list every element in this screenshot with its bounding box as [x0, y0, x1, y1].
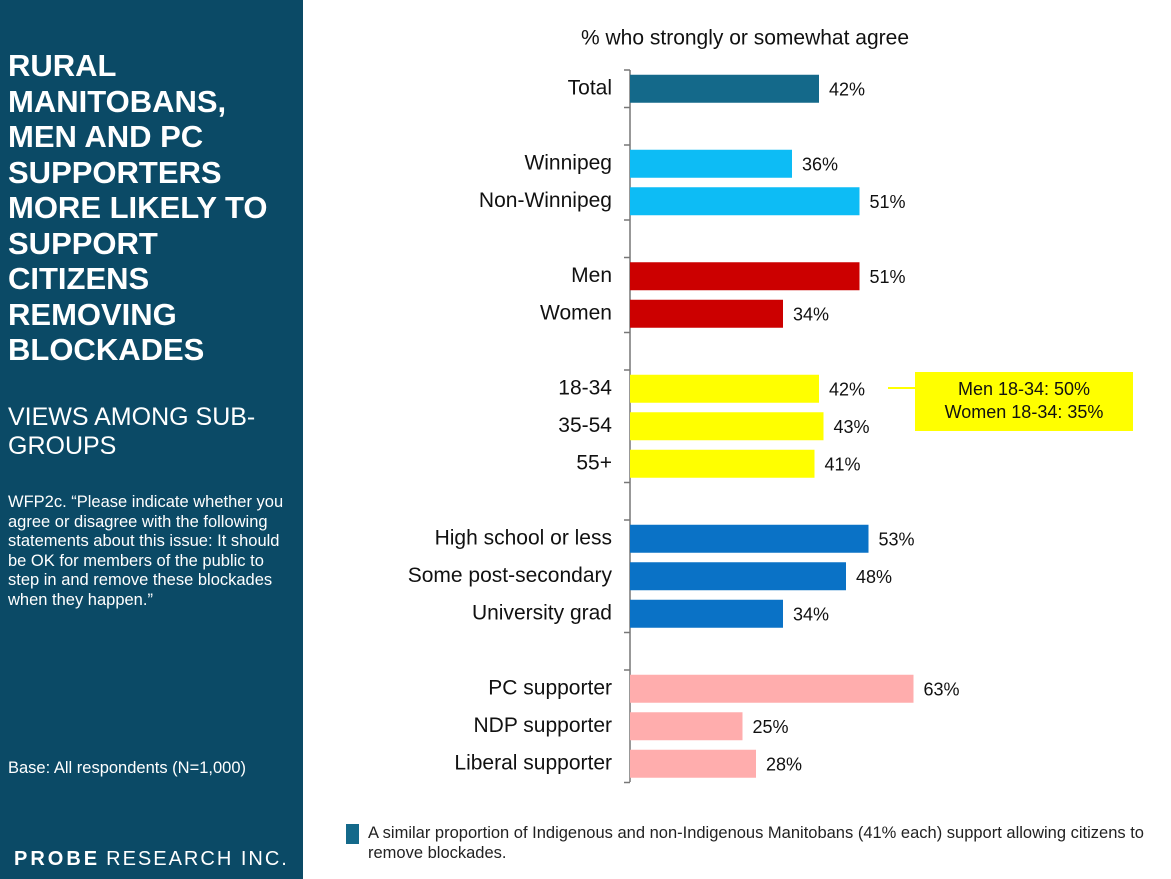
value-label: 42% — [829, 380, 865, 400]
bar — [630, 599, 783, 628]
value-label: 63% — [924, 680, 960, 700]
value-label: 53% — [879, 530, 915, 550]
category-label: Total — [568, 76, 612, 99]
bar — [630, 299, 783, 328]
bar — [630, 562, 846, 591]
value-label: 25% — [753, 717, 789, 737]
bar — [630, 412, 824, 441]
bar — [630, 749, 756, 778]
value-label: 48% — [856, 567, 892, 587]
slide-title: RURAL MANITOBANS, MEN AND PC SUPPORTERS … — [8, 48, 268, 367]
logo: PROBE RESEARCH INC. — [14, 848, 289, 871]
category-label: Men — [571, 264, 612, 287]
value-label: 28% — [766, 755, 802, 775]
bar — [630, 262, 860, 291]
base-text: Base: All respondents (N=1,000) — [8, 759, 247, 777]
category-label: Some post-secondary — [408, 564, 613, 587]
question-text: WFP2c. “Please indicate whether you agre… — [8, 493, 284, 609]
category-label: PC supporter — [488, 676, 612, 699]
value-label: 43% — [834, 417, 870, 437]
annotation: Women 18-34: 35% — [945, 402, 1104, 422]
bar — [630, 374, 819, 403]
bar — [630, 187, 860, 216]
logo-name: PROBE — [14, 848, 101, 870]
value-label: 34% — [793, 605, 829, 625]
slide-subtitle: VIEWS AMONG SUB-GROUPS — [8, 403, 256, 460]
value-label: 51% — [870, 267, 906, 287]
category-label: High school or less — [435, 526, 612, 549]
category-label: Liberal supporter — [454, 751, 612, 774]
category-label: 35-54 — [558, 414, 612, 437]
annotation-box — [915, 372, 1133, 431]
category-label: Winnipeg — [524, 151, 612, 174]
sidebar: RURAL MANITOBANS, MEN AND PC SUPPORTERS … — [0, 0, 303, 879]
value-label: 42% — [829, 80, 865, 100]
value-label: 36% — [802, 155, 838, 175]
category-label: NDP supporter — [473, 714, 612, 737]
bar — [630, 74, 819, 103]
bar — [630, 674, 914, 703]
footnote-marker — [346, 824, 359, 844]
logo-suffix: RESEARCH INC. — [106, 848, 289, 870]
value-label: 34% — [793, 305, 829, 325]
chart-title: % who strongly or somewhat agree — [581, 27, 909, 50]
category-label: 18-34 — [558, 376, 612, 399]
bar — [630, 449, 815, 478]
value-label: 51% — [870, 192, 906, 212]
category-label: Women — [540, 301, 612, 324]
category-label: 55+ — [576, 451, 612, 474]
bar — [630, 524, 869, 553]
bar — [630, 149, 792, 178]
category-label: University grad — [472, 601, 612, 624]
annotation: Men 18-34: 50% — [958, 379, 1090, 399]
category-label: Non-Winnipeg — [479, 189, 612, 212]
footnote: A similar proportion of Indigenous and n… — [368, 824, 1144, 862]
bar — [630, 712, 743, 741]
value-label: 41% — [825, 455, 861, 475]
